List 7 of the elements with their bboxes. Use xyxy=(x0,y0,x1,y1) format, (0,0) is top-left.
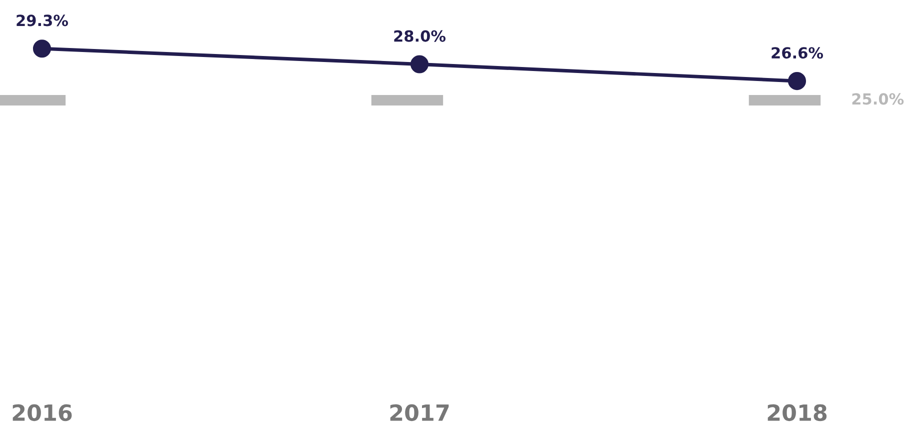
data-label: 29.3% xyxy=(16,14,68,26)
x-tick-label: 2018 xyxy=(768,404,827,422)
data-label: 26.6% xyxy=(772,47,824,59)
data-label: 28.0% xyxy=(394,30,446,42)
x-tick-label: 2016 xyxy=(12,404,72,422)
ref-line-label: 25.0% xyxy=(852,93,904,105)
x-tick-label: 2017 xyxy=(390,404,449,422)
